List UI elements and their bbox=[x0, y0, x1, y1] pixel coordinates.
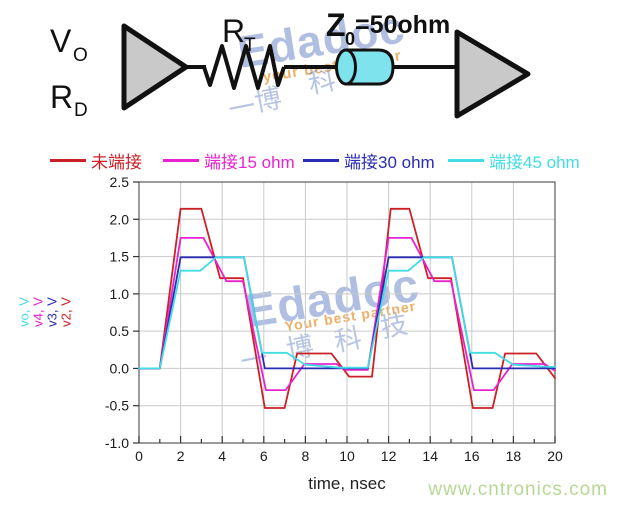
x-tick-label: 20 bbox=[547, 448, 563, 464]
series-line-v2 bbox=[138, 207, 556, 409]
y-tick-label: -0.5 bbox=[105, 398, 129, 414]
y-tick-label: 2.0 bbox=[110, 211, 130, 227]
waveform-plot: 0 2 4 6 8 10 12 14 16 18 20 2.5 2.0 1.5 1.0 0.5 0.0 -0.5 -… bbox=[105, 174, 563, 464]
legend-item-unterminated: 未端接 bbox=[50, 150, 142, 172]
x-axis-title: time, nsec bbox=[308, 474, 386, 493]
x-tick-label: 8 bbox=[302, 448, 310, 464]
x-tick-label: 18 bbox=[506, 448, 522, 464]
x-tick-label: 6 bbox=[260, 448, 268, 464]
impedance-subscript: 0 bbox=[345, 29, 355, 49]
y-tick-label: 2.5 bbox=[110, 174, 130, 190]
x-tick-label: 14 bbox=[422, 448, 438, 464]
legend-label: 端接15 ohm bbox=[204, 152, 295, 172]
y-tick-label: 0.5 bbox=[110, 323, 130, 339]
legend-label: 端接30 ohm bbox=[344, 152, 435, 172]
driver-resistance-label: R bbox=[50, 79, 73, 115]
receiver-buffer-triangle bbox=[454, 29, 531, 119]
legend-item-45ohm: 端接45 ohm bbox=[448, 150, 580, 172]
driver-voltage-label: V bbox=[50, 23, 72, 59]
legend-label: 端接45 ohm bbox=[489, 152, 580, 172]
x-tick-label: 0 bbox=[135, 448, 143, 464]
impedance-label: Z bbox=[326, 7, 346, 43]
x-tick-label: 2 bbox=[177, 448, 185, 464]
x-tick-label: 12 bbox=[381, 448, 397, 464]
y-tick-label: -1.0 bbox=[105, 435, 129, 451]
legend-line-swatch bbox=[50, 158, 86, 162]
x-tick-label: 4 bbox=[218, 448, 226, 464]
driver-voltage-subscript: O bbox=[73, 45, 88, 66]
series-line-vo bbox=[138, 256, 556, 370]
x-tick-label: 16 bbox=[464, 448, 480, 464]
site-watermark-url: www.cntronics.com bbox=[428, 479, 608, 500]
driver-buffer-triangle bbox=[121, 23, 189, 111]
series-resistor-label: R bbox=[222, 13, 245, 49]
y-tick-label: 1.5 bbox=[110, 249, 130, 265]
legend-line-swatch bbox=[163, 158, 199, 162]
legend-label: 未端接 bbox=[91, 152, 142, 172]
driver-resistance-subscript: D bbox=[74, 100, 88, 121]
legend-line-swatch bbox=[303, 158, 339, 162]
series-resistor-zigzag bbox=[202, 44, 286, 90]
y-tick-label: 1.0 bbox=[110, 286, 130, 302]
x-tick-label: 10 bbox=[339, 448, 355, 464]
circuit-schematic: V O R D R T Z 0 =50ohm bbox=[50, 7, 531, 121]
y-tick-label: 0.0 bbox=[110, 360, 130, 376]
transmission-line-end-cap bbox=[335, 48, 357, 86]
series-resistor-subscript: T bbox=[244, 35, 256, 56]
legend-item-30ohm: 端接30 ohm bbox=[303, 150, 435, 172]
impedance-value: =50ohm bbox=[355, 11, 450, 39]
series-line-v4 bbox=[138, 237, 556, 392]
legend-item-15ohm: 端接15 ohm bbox=[163, 150, 295, 172]
legend-line-swatch bbox=[448, 158, 484, 162]
